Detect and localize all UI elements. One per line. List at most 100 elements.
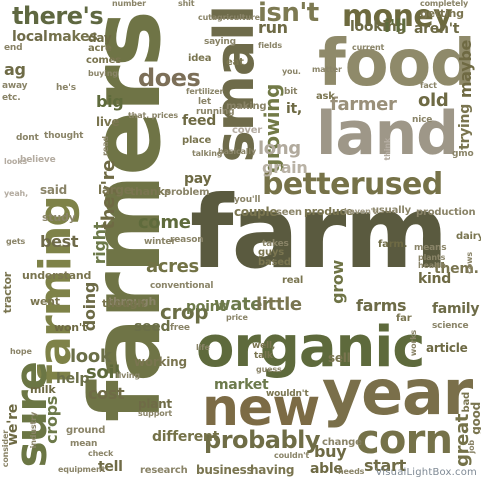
word-saying: saying [204, 37, 236, 47]
word-isnt: isn't [258, 0, 319, 28]
word-winter: winter [144, 237, 176, 247]
watermark-text: VisualLightBox.com [375, 467, 477, 478]
word-you: you. [282, 67, 301, 76]
word-farmer: farmer [330, 94, 397, 115]
word-talk: talk [254, 351, 273, 361]
word-science: science [432, 321, 469, 331]
word-number: number [112, 0, 146, 8]
word-health: health [418, 261, 446, 270]
word-buying: buying [88, 69, 118, 78]
word-fact: fact [420, 81, 437, 90]
word-yeah: yeah, [4, 189, 28, 198]
word-seed: seed [134, 319, 171, 335]
word-small: small [203, 6, 266, 163]
word-ground: ground [66, 425, 106, 436]
word-pay: pay [184, 171, 212, 187]
word-long: long [258, 138, 301, 159]
word-different: different [152, 429, 220, 445]
word-large: large [98, 183, 132, 197]
word-matter: matter [312, 65, 342, 74]
word-tractor: tractor [1, 272, 14, 314]
word-help: help [56, 371, 90, 387]
word-job: job [467, 440, 476, 454]
word-come: come [138, 212, 191, 233]
word-plants: plants [418, 253, 446, 262]
word-local: local [12, 29, 48, 45]
word-sell: sell [328, 351, 351, 365]
word-current: current [352, 43, 385, 52]
word-look: look [70, 346, 112, 367]
word-theres: there's [12, 2, 104, 30]
word-organic: organic [196, 315, 426, 380]
word-start: start [364, 456, 406, 475]
word-cows: cows [465, 252, 474, 274]
word-cost: cost [88, 384, 125, 403]
word-ill: i'll [384, 16, 407, 37]
word-new: new [202, 378, 320, 438]
word-that-prices: that. prices [128, 111, 178, 120]
word-soil: soil [86, 362, 120, 383]
word-free: free [170, 323, 190, 333]
word-fertilizer: fertilizer [186, 87, 224, 96]
word-real: real [282, 275, 304, 286]
word-seen: seen [276, 207, 302, 218]
word-ask: ask [316, 91, 335, 102]
word-takes: takes [262, 239, 289, 249]
word-crops: crops [42, 396, 61, 444]
word-check: check [88, 449, 114, 458]
word-means: means [414, 243, 447, 253]
word-far: far [396, 313, 412, 324]
word-them: them. [434, 261, 479, 277]
word-land: land [316, 99, 459, 169]
word-talking: talking [192, 149, 223, 158]
word-wouldnt: wouldn't [266, 389, 309, 399]
word-looking: looking [350, 19, 407, 35]
word-equipment: equipment [58, 465, 106, 474]
word-production: production [416, 207, 476, 218]
word-research: research [140, 465, 188, 476]
word-fields: fields [258, 41, 282, 50]
word-having: having [250, 463, 295, 477]
word-plant: plant [138, 397, 172, 411]
word-point: point [186, 299, 226, 315]
word-live: live [96, 115, 120, 129]
word-kind: kind [418, 271, 451, 287]
word-basically: basically [218, 147, 257, 156]
word-completely: completely [420, 0, 469, 8]
word-article: article [426, 341, 468, 355]
word-crop: crop [160, 300, 209, 324]
word-gmo: gmo [452, 149, 474, 159]
word-nice: nice [412, 115, 433, 125]
word-bad: bad [461, 392, 472, 413]
word-away: away [2, 81, 28, 91]
word-family: family [432, 301, 480, 317]
word-read: read [101, 136, 110, 156]
word-running: running [196, 107, 235, 117]
word-farms: farms [356, 296, 407, 315]
word-little: little [256, 294, 302, 315]
word-hes: he's [56, 83, 76, 93]
word-buy: buy [314, 442, 347, 461]
word-through: through [108, 295, 157, 308]
word-industry: industry [29, 412, 38, 449]
word-milk: milk [30, 383, 56, 396]
word-though: though [102, 297, 145, 310]
word-cutagriculture: cutagriculture [198, 13, 260, 22]
word-best: best [40, 232, 79, 251]
word-market: market [214, 377, 269, 393]
word-food: food [318, 27, 476, 101]
word-probably: probably [204, 426, 321, 454]
word-shit: shit [178, 0, 195, 8]
word-acres: acres [146, 256, 199, 277]
word-guys: guys [258, 247, 284, 258]
word-etc: etc. [2, 93, 21, 103]
word-guess: guess [256, 365, 282, 374]
word-trying: trying [457, 104, 473, 150]
word-life: life [196, 343, 210, 352]
word-eat: eat [226, 57, 244, 68]
word-tell: tell [98, 459, 123, 475]
word-grow: grow [328, 260, 347, 304]
word-does: does [138, 64, 201, 92]
word-needs: needs [338, 467, 365, 476]
